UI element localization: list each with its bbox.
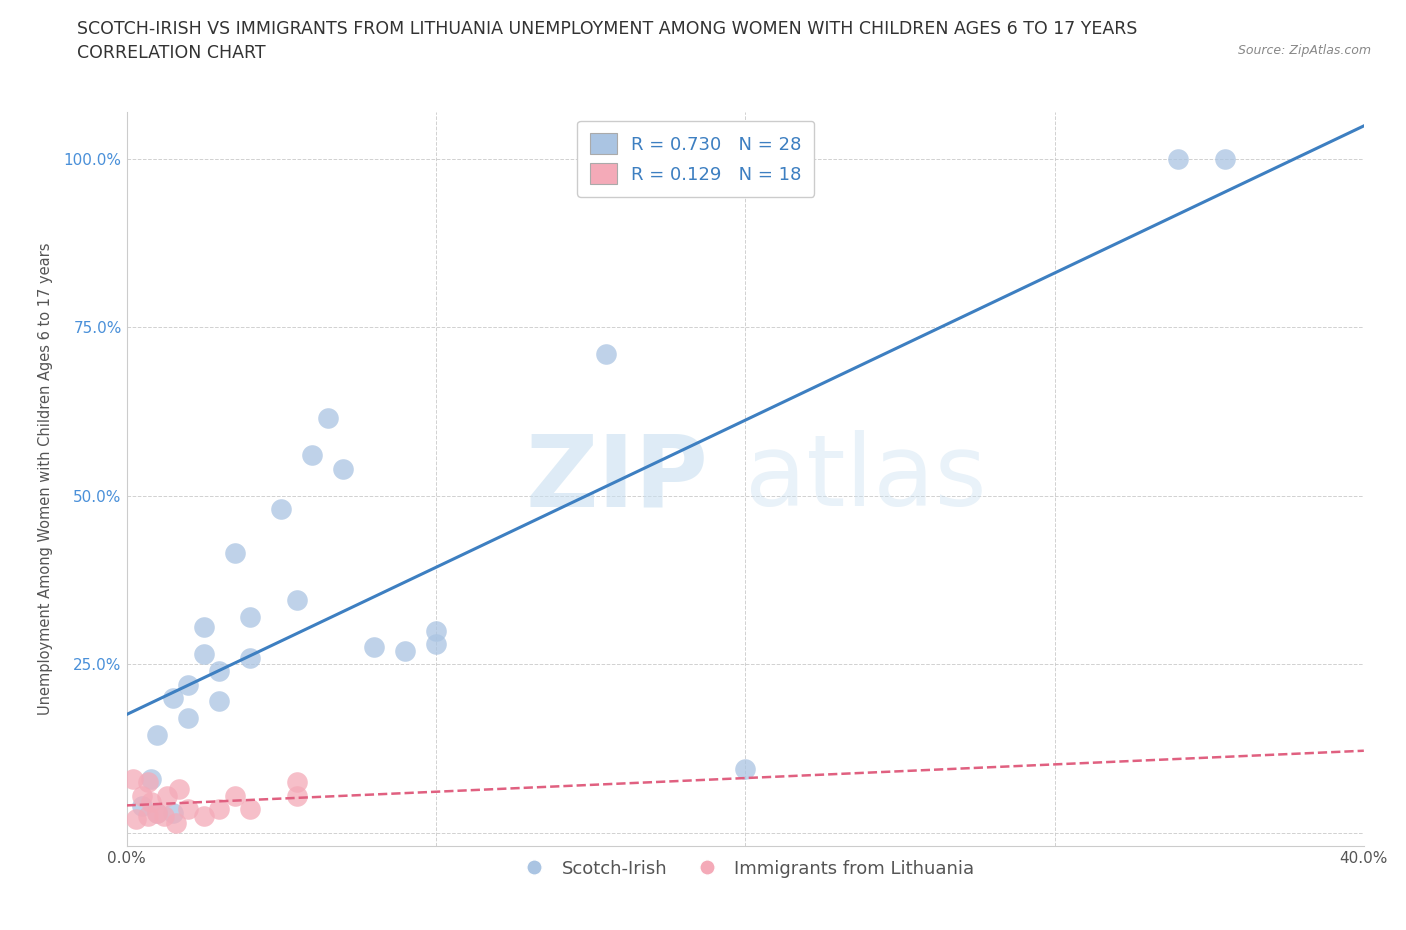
Point bbox=[146, 805, 169, 820]
Point bbox=[1167, 152, 1189, 166]
Text: ZIP: ZIP bbox=[526, 431, 709, 527]
Text: atlas: atlas bbox=[745, 431, 987, 527]
Point bbox=[121, 772, 143, 787]
Point bbox=[165, 816, 187, 830]
Point bbox=[270, 502, 292, 517]
Point bbox=[146, 805, 169, 820]
Text: CORRELATION CHART: CORRELATION CHART bbox=[77, 44, 266, 61]
Point bbox=[131, 789, 153, 804]
Text: Source: ZipAtlas.com: Source: ZipAtlas.com bbox=[1237, 44, 1371, 57]
Point bbox=[332, 461, 354, 476]
Point bbox=[136, 775, 159, 790]
Point bbox=[425, 623, 447, 638]
Point bbox=[125, 812, 148, 827]
Point bbox=[224, 789, 246, 804]
Point bbox=[285, 775, 308, 790]
Point bbox=[285, 592, 308, 607]
Y-axis label: Unemployment Among Women with Children Ages 6 to 17 years: Unemployment Among Women with Children A… bbox=[38, 243, 52, 715]
Point bbox=[208, 802, 231, 817]
Text: SCOTCH-IRISH VS IMMIGRANTS FROM LITHUANIA UNEMPLOYMENT AMONG WOMEN WITH CHILDREN: SCOTCH-IRISH VS IMMIGRANTS FROM LITHUANI… bbox=[77, 20, 1137, 38]
Point bbox=[301, 448, 323, 463]
Point bbox=[162, 805, 184, 820]
Point bbox=[141, 772, 163, 787]
Point bbox=[224, 546, 246, 561]
Legend: Scotch-Irish, Immigrants from Lithuania: Scotch-Irish, Immigrants from Lithuania bbox=[509, 853, 981, 885]
Point bbox=[177, 677, 200, 692]
Point bbox=[131, 799, 153, 814]
Point bbox=[239, 650, 262, 665]
Point bbox=[156, 789, 179, 804]
Point bbox=[239, 802, 262, 817]
Point bbox=[193, 808, 215, 823]
Point bbox=[146, 727, 169, 742]
Point bbox=[152, 808, 174, 823]
Point bbox=[394, 644, 416, 658]
Point bbox=[239, 610, 262, 625]
Point bbox=[162, 691, 184, 706]
Point bbox=[1213, 152, 1236, 166]
Point bbox=[167, 781, 190, 796]
Point bbox=[136, 808, 159, 823]
Point bbox=[316, 411, 339, 426]
Point bbox=[285, 789, 308, 804]
Point bbox=[141, 795, 163, 810]
Point bbox=[208, 664, 231, 679]
Point bbox=[208, 694, 231, 709]
Point bbox=[177, 711, 200, 725]
Point bbox=[193, 619, 215, 634]
Point bbox=[595, 347, 617, 362]
Point bbox=[734, 762, 756, 777]
Point bbox=[425, 637, 447, 652]
Point bbox=[363, 640, 385, 655]
Point bbox=[177, 802, 200, 817]
Point bbox=[193, 646, 215, 661]
